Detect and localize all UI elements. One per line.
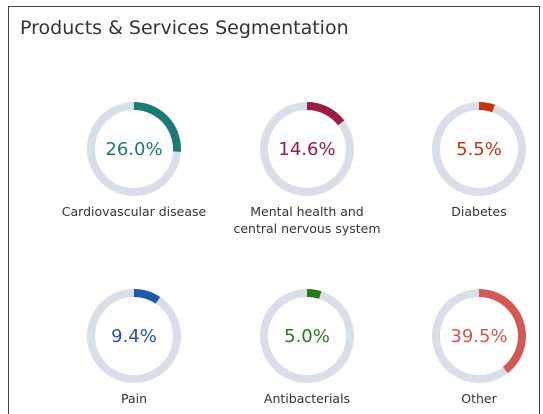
donut-value-label: 26.0% bbox=[105, 139, 162, 160]
donut-value-label: 39.5% bbox=[450, 326, 507, 347]
donut-cell: 26.0% Cardiovascular disease bbox=[49, 99, 219, 220]
donut-arc bbox=[260, 289, 354, 383]
donut-arc bbox=[432, 289, 526, 383]
donut-arc bbox=[432, 102, 526, 196]
donut-value-label: 14.6% bbox=[278, 139, 335, 160]
panel: Products & Services Segmentation 26.0% Ca… bbox=[8, 6, 540, 414]
category-label: Mental health and central nervous system bbox=[233, 204, 381, 236]
donut-value-label: 5.0% bbox=[284, 326, 330, 347]
donut: 5.5% bbox=[432, 102, 526, 196]
donut-cell: 5.0% Antibacterials bbox=[222, 286, 392, 407]
donut-arc bbox=[260, 102, 354, 196]
donut-cell: 39.5% Other bbox=[394, 286, 543, 407]
category-label: Antibacterials bbox=[263, 391, 351, 406]
donut-value-label: 9.4% bbox=[111, 326, 157, 347]
donut-cell: 5.5% Diabetes bbox=[394, 99, 543, 220]
donut-value-label: 5.5% bbox=[456, 139, 502, 160]
donut-cell: 9.4% Pain bbox=[49, 286, 219, 407]
donut-arc bbox=[87, 289, 181, 383]
donut-cell: 14.6% Mental health and central nervous s… bbox=[222, 99, 392, 237]
category-label: Cardiovascular disease bbox=[61, 204, 207, 219]
donut: 26.0% bbox=[87, 102, 181, 196]
category-label: Other bbox=[461, 391, 497, 406]
donut: 14.6% bbox=[260, 102, 354, 196]
donut: 5.0% bbox=[260, 289, 354, 383]
donut-arc bbox=[87, 102, 181, 196]
donut: 39.5% bbox=[432, 289, 526, 383]
category-label: Diabetes bbox=[451, 204, 507, 219]
donut: 9.4% bbox=[87, 289, 181, 383]
category-label: Pain bbox=[120, 391, 148, 406]
panel-title: Products & Services Segmentation bbox=[20, 17, 349, 39]
